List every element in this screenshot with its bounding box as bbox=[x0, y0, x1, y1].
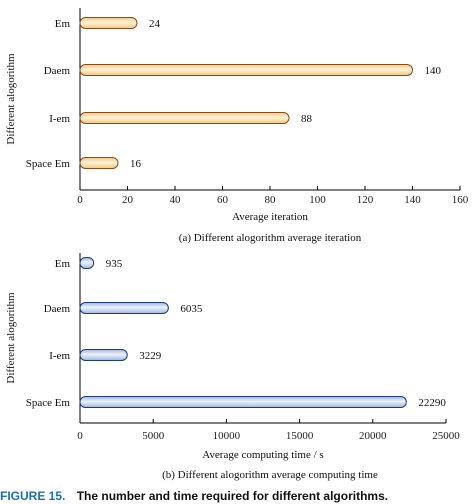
category-label: I-em bbox=[49, 350, 70, 362]
value-label: 3229 bbox=[139, 350, 162, 362]
category-label: Daem bbox=[44, 303, 71, 315]
figure-caption: FIGURE 15. The number and time required … bbox=[0, 489, 388, 503]
subfigure-caption: (b) Different alogorithm average computi… bbox=[162, 469, 378, 481]
x-tick-label: 20 bbox=[122, 194, 134, 206]
value-label: 140 bbox=[425, 65, 442, 77]
x-tick-label: 0 bbox=[77, 194, 83, 206]
value-label: 6035 bbox=[180, 303, 203, 315]
figure-caption-label: FIGURE 15. bbox=[0, 489, 65, 503]
x-tick-label: 10000 bbox=[213, 430, 241, 442]
category-label: Em bbox=[55, 18, 71, 30]
x-tick-label: 40 bbox=[170, 194, 182, 206]
x-tick-label: 140 bbox=[404, 194, 421, 206]
x-tick-label: 80 bbox=[265, 194, 277, 206]
x-tick-label: 15000 bbox=[286, 430, 314, 442]
y-axis-title: Different alogorithm bbox=[5, 53, 17, 145]
bar-em bbox=[79, 17, 138, 29]
value-label: 16 bbox=[130, 158, 142, 170]
x-axis-title: Average iteration bbox=[232, 211, 308, 223]
chart-average-iteration: 0 20 40 60 80 100 120 140 160 Em 24 Daem 140 I-em 88 Sp… bbox=[5, 8, 469, 244]
x-tick-label: 0 bbox=[77, 430, 83, 442]
value-label: 935 bbox=[106, 258, 123, 270]
category-label: Em bbox=[55, 258, 71, 270]
x-tick-label: 5000 bbox=[142, 430, 165, 442]
value-label: 22290 bbox=[418, 397, 446, 409]
bar-space-em bbox=[79, 396, 407, 408]
x-tick-label: 100 bbox=[309, 194, 326, 206]
category-label: I-em bbox=[49, 113, 70, 125]
x-axis-title: Average computing time / s bbox=[202, 449, 323, 461]
bar-i-em bbox=[79, 112, 290, 124]
x-tick-label: 120 bbox=[357, 194, 374, 206]
bar-em bbox=[79, 257, 95, 269]
bar-space-em bbox=[79, 157, 119, 169]
x-tick-label: 25000 bbox=[432, 430, 460, 442]
category-label: Daem bbox=[44, 65, 71, 77]
bar-daem bbox=[79, 64, 413, 76]
x-tick-label: 20000 bbox=[359, 430, 387, 442]
chart-average-computing-time: 0 5000 10000 15000 20000 25000 Em 935 Daem 6035 I-… bbox=[5, 253, 460, 481]
bar-daem bbox=[79, 302, 169, 314]
category-label: Space Em bbox=[26, 158, 71, 170]
category-label: Space Em bbox=[26, 397, 71, 409]
figure-caption-text: The number and time required for differe… bbox=[77, 489, 388, 503]
subfigure-caption: (a) Different alogorithm average iterati… bbox=[179, 232, 362, 244]
x-tick-label: 60 bbox=[217, 194, 229, 206]
bar-i-em bbox=[79, 349, 128, 361]
value-label: 88 bbox=[301, 113, 313, 125]
x-tick-label: 160 bbox=[452, 194, 469, 206]
y-axis-title: Different alogorithm bbox=[5, 292, 17, 384]
value-label: 24 bbox=[149, 18, 161, 30]
